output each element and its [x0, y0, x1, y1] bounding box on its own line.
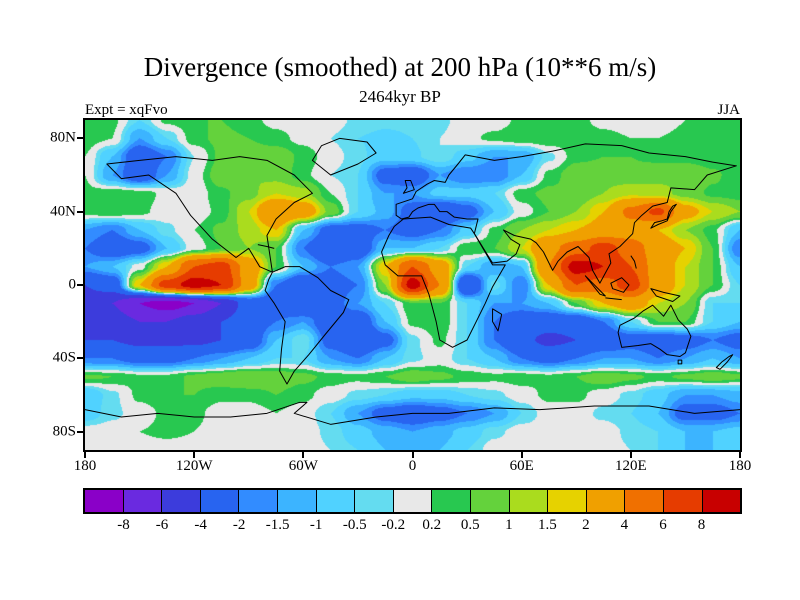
y-axis-tick — [77, 284, 83, 286]
colorbar-segment — [200, 490, 240, 512]
x-axis-tick — [193, 452, 196, 458]
x-axis-tick — [739, 452, 741, 458]
colorbar-label-row: -8 -6 -4 -2 -1.5 -1 -0.5 -0.2 0.2 0.5 1 1.5 2 4 6 8 — [85, 517, 740, 537]
colorbar-segment — [586, 490, 626, 512]
coastline-caribbean — [258, 245, 274, 249]
x-axis-tick — [302, 452, 305, 458]
colorbar-label: 8 — [697, 517, 706, 533]
y-axis-tick — [77, 137, 83, 140]
colorbar-label: 0.5 — [460, 517, 480, 533]
colorbar-label: 1.5 — [537, 517, 557, 533]
y-axis-tick — [77, 210, 83, 213]
colorbar-segment — [432, 490, 471, 512]
colorbar-segment — [123, 490, 163, 512]
colorbar-segment — [548, 490, 587, 512]
x-axis-label: 60E — [509, 458, 534, 474]
x-axis-label: 180 — [728, 458, 752, 474]
coastline-antarctica — [85, 402, 740, 424]
coastline-japan — [651, 204, 676, 228]
colorbar-segment — [393, 490, 433, 512]
colorbar-segment — [663, 490, 703, 512]
colorbar-label: -1.5 — [265, 517, 290, 533]
colorbar-label: -8 — [117, 517, 130, 533]
colorbar-segment — [277, 490, 317, 512]
subtitle: 2464kyr BP — [359, 87, 441, 106]
colorbar-label: 0.2 — [422, 517, 442, 533]
colorbar-segment — [509, 490, 549, 512]
colorbar-segment — [239, 490, 278, 512]
coastline-new-zealand — [716, 355, 732, 370]
coastline-australia — [618, 305, 691, 356]
y-axis-label: 80N — [50, 129, 76, 146]
colorbar-segment — [625, 490, 664, 512]
coastline-java — [605, 298, 621, 300]
coastline-tasmania — [678, 360, 682, 364]
season-label: JJA — [717, 102, 740, 118]
x-axis-label: 60W — [288, 458, 318, 474]
x-axis-tick — [629, 452, 632, 458]
coastline-north-america — [107, 157, 313, 273]
coastline-south-america — [265, 267, 349, 384]
x-axis-label: 120W — [175, 458, 213, 474]
divergence-field-canvas — [85, 120, 740, 450]
coastline-new-guinea — [651, 289, 680, 302]
x-axis-tick — [84, 452, 86, 458]
colorbar-segment — [162, 490, 201, 512]
y-axis-label: 40N — [50, 203, 76, 220]
colorbar-label: 2 — [582, 517, 590, 533]
coastline-madagascar — [493, 309, 502, 331]
x-axis-tick — [520, 452, 523, 458]
experiment-label: Expt = xqFvo — [85, 102, 168, 118]
y-axis-label: 40S — [52, 349, 76, 366]
colorbar-label: 6 — [659, 517, 667, 533]
colorbar-label: -2 — [232, 517, 246, 533]
colorbar-label: 4 — [620, 517, 629, 533]
colorbar-segments — [85, 490, 741, 512]
coastline-british-isles — [403, 181, 414, 194]
coastline-africa — [382, 217, 506, 347]
page-title: Divergence (smoothed) at 200 hPa (10**6 … — [143, 52, 657, 82]
colorbar-segment — [316, 490, 356, 512]
colorbar-label: -6 — [155, 517, 169, 533]
colorbar-segment — [702, 490, 741, 512]
coastline-philippines — [631, 256, 636, 269]
coastline-eurasia — [396, 144, 736, 283]
coastlines-overlay — [85, 120, 740, 450]
x-axis-label: 180 — [73, 458, 97, 474]
y-axis-tick — [77, 357, 83, 360]
x-axis-label: 0 — [408, 458, 417, 474]
colorbar-label: -0.2 — [381, 517, 406, 533]
coastline-greenland — [312, 138, 376, 175]
colorbar-label: -1 — [309, 517, 323, 533]
colorbar-segment — [85, 490, 124, 512]
x-axis-label: 120E — [614, 458, 647, 474]
coastline-sumatra — [585, 276, 605, 296]
y-axis-label: 80S — [52, 423, 76, 440]
colorbar-segment — [470, 490, 510, 512]
x-axis-tick — [411, 452, 414, 458]
y-axis-label: 0 — [68, 276, 77, 293]
colorbar-label: 1 — [505, 517, 513, 533]
colorbar-label: -0.5 — [342, 517, 367, 533]
colorbar — [83, 488, 742, 514]
colorbar-label: -4 — [194, 517, 207, 533]
colorbar-segment — [355, 490, 394, 512]
coastline-borneo — [611, 278, 629, 293]
y-axis-tick — [77, 430, 83, 433]
